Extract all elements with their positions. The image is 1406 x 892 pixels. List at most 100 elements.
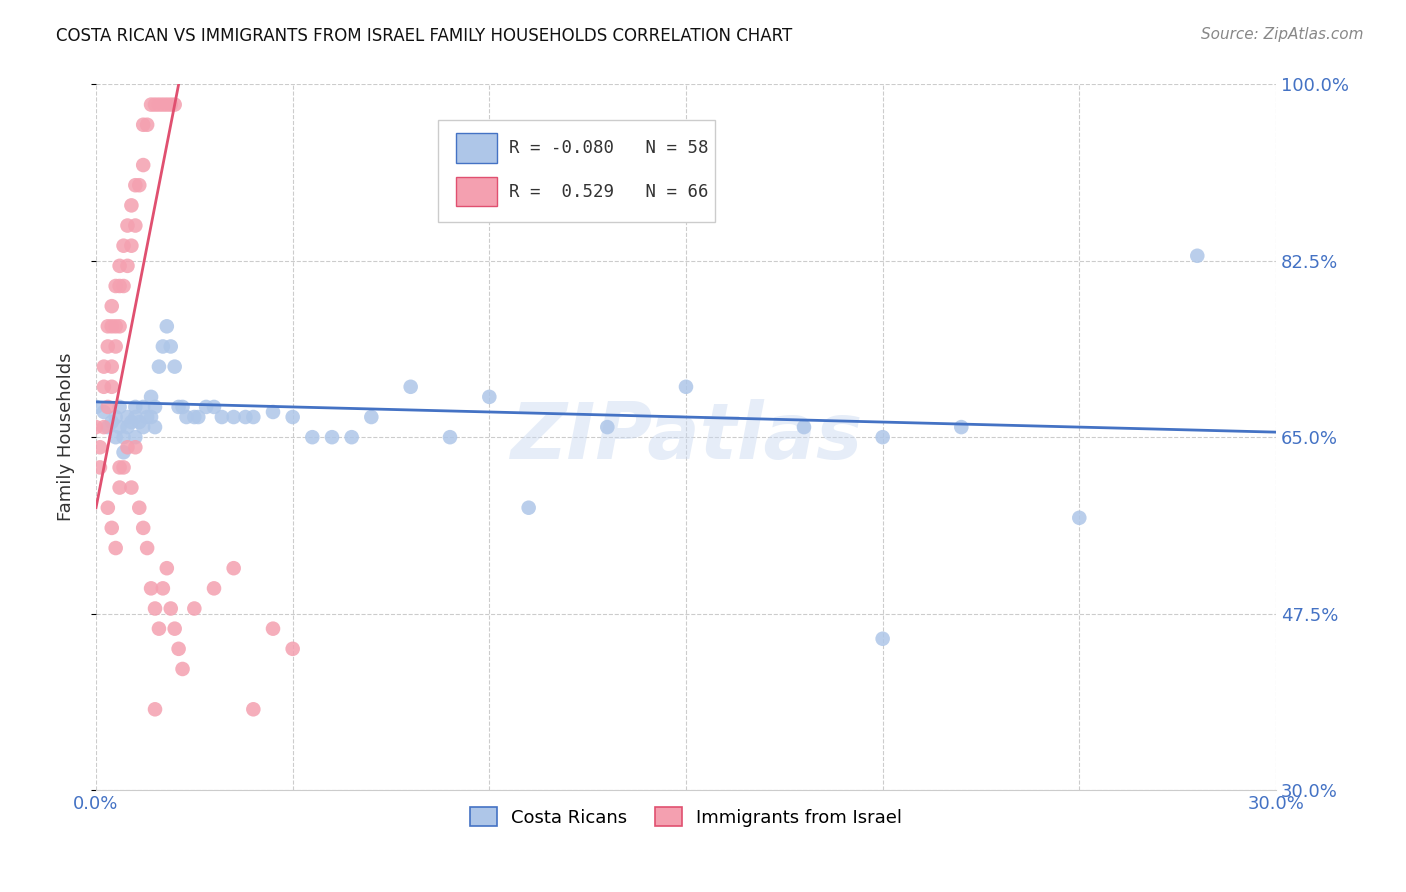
FancyBboxPatch shape [456, 133, 498, 162]
Point [93, 405, 115, 419]
Point [120, 481, 142, 495]
Point [152, 582, 174, 596]
Point [187, 410, 209, 425]
Point [793, 420, 815, 434]
Point [301, 430, 323, 444]
Point [108, 460, 131, 475]
Point [159, 601, 181, 615]
Point [108, 400, 131, 414]
Point [156, 561, 179, 575]
Point [202, 582, 225, 596]
Point [159, 97, 181, 112]
Point [950, 420, 973, 434]
Point [93, 420, 115, 434]
Point [97, 339, 120, 353]
Point [120, 198, 142, 212]
Point [242, 702, 264, 716]
Point [124, 400, 146, 414]
Point [108, 259, 131, 273]
Point [872, 430, 894, 444]
Point [340, 430, 363, 444]
Y-axis label: Family Households: Family Households [58, 353, 75, 522]
Point [120, 415, 142, 429]
Point [195, 400, 218, 414]
Point [399, 380, 422, 394]
Text: ZIPatlas: ZIPatlas [510, 400, 862, 475]
Text: COSTA RICAN VS IMMIGRANTS FROM ISRAEL FAMILY HOUSEHOLDS CORRELATION CHART: COSTA RICAN VS IMMIGRANTS FROM ISRAEL FA… [56, 27, 793, 45]
Point [120, 238, 142, 252]
Point [124, 410, 146, 425]
Point [143, 420, 166, 434]
Point [117, 259, 139, 273]
Point [124, 440, 146, 454]
Point [132, 521, 155, 535]
Point [139, 582, 162, 596]
Point [242, 410, 264, 425]
Point [148, 359, 170, 374]
Point [139, 410, 162, 425]
Point [172, 662, 194, 676]
Point [104, 339, 127, 353]
Point [93, 359, 115, 374]
Point [675, 380, 697, 394]
Point [132, 420, 155, 434]
Point [211, 410, 233, 425]
Point [1187, 249, 1209, 263]
Point [156, 319, 179, 334]
Point [143, 400, 166, 414]
Point [117, 420, 139, 434]
Point [128, 415, 150, 429]
Point [104, 541, 127, 555]
Point [84, 400, 107, 414]
Point [100, 380, 122, 394]
Point [89, 460, 111, 475]
Point [1069, 510, 1091, 524]
Point [112, 238, 135, 252]
Point [117, 410, 139, 425]
Point [222, 410, 245, 425]
Point [84, 420, 107, 434]
Point [124, 430, 146, 444]
Point [93, 380, 115, 394]
Text: R = -0.080   N = 58: R = -0.080 N = 58 [509, 139, 709, 157]
Point [148, 97, 170, 112]
Text: R =  0.529   N = 66: R = 0.529 N = 66 [509, 183, 709, 201]
Point [132, 400, 155, 414]
Point [112, 445, 135, 459]
FancyBboxPatch shape [439, 120, 716, 222]
Point [100, 521, 122, 535]
Point [117, 219, 139, 233]
Point [100, 415, 122, 429]
Point [108, 279, 131, 293]
Point [108, 319, 131, 334]
Point [104, 319, 127, 334]
Point [872, 632, 894, 646]
Legend: Costa Ricans, Immigrants from Israel: Costa Ricans, Immigrants from Israel [463, 800, 910, 834]
Point [139, 97, 162, 112]
Point [183, 601, 205, 615]
Point [148, 622, 170, 636]
Point [136, 410, 159, 425]
Point [156, 97, 179, 112]
Point [108, 481, 131, 495]
Point [139, 390, 162, 404]
Point [100, 319, 122, 334]
FancyBboxPatch shape [456, 177, 498, 206]
Point [117, 440, 139, 454]
Point [163, 622, 186, 636]
Point [596, 420, 619, 434]
Point [143, 601, 166, 615]
Point [176, 410, 198, 425]
Point [478, 390, 501, 404]
Point [97, 420, 120, 434]
Point [167, 400, 190, 414]
Point [163, 359, 186, 374]
Point [262, 622, 284, 636]
Point [104, 279, 127, 293]
Point [112, 279, 135, 293]
Point [136, 118, 159, 132]
Point [360, 410, 382, 425]
Point [235, 410, 257, 425]
Point [104, 410, 127, 425]
Point [172, 400, 194, 414]
